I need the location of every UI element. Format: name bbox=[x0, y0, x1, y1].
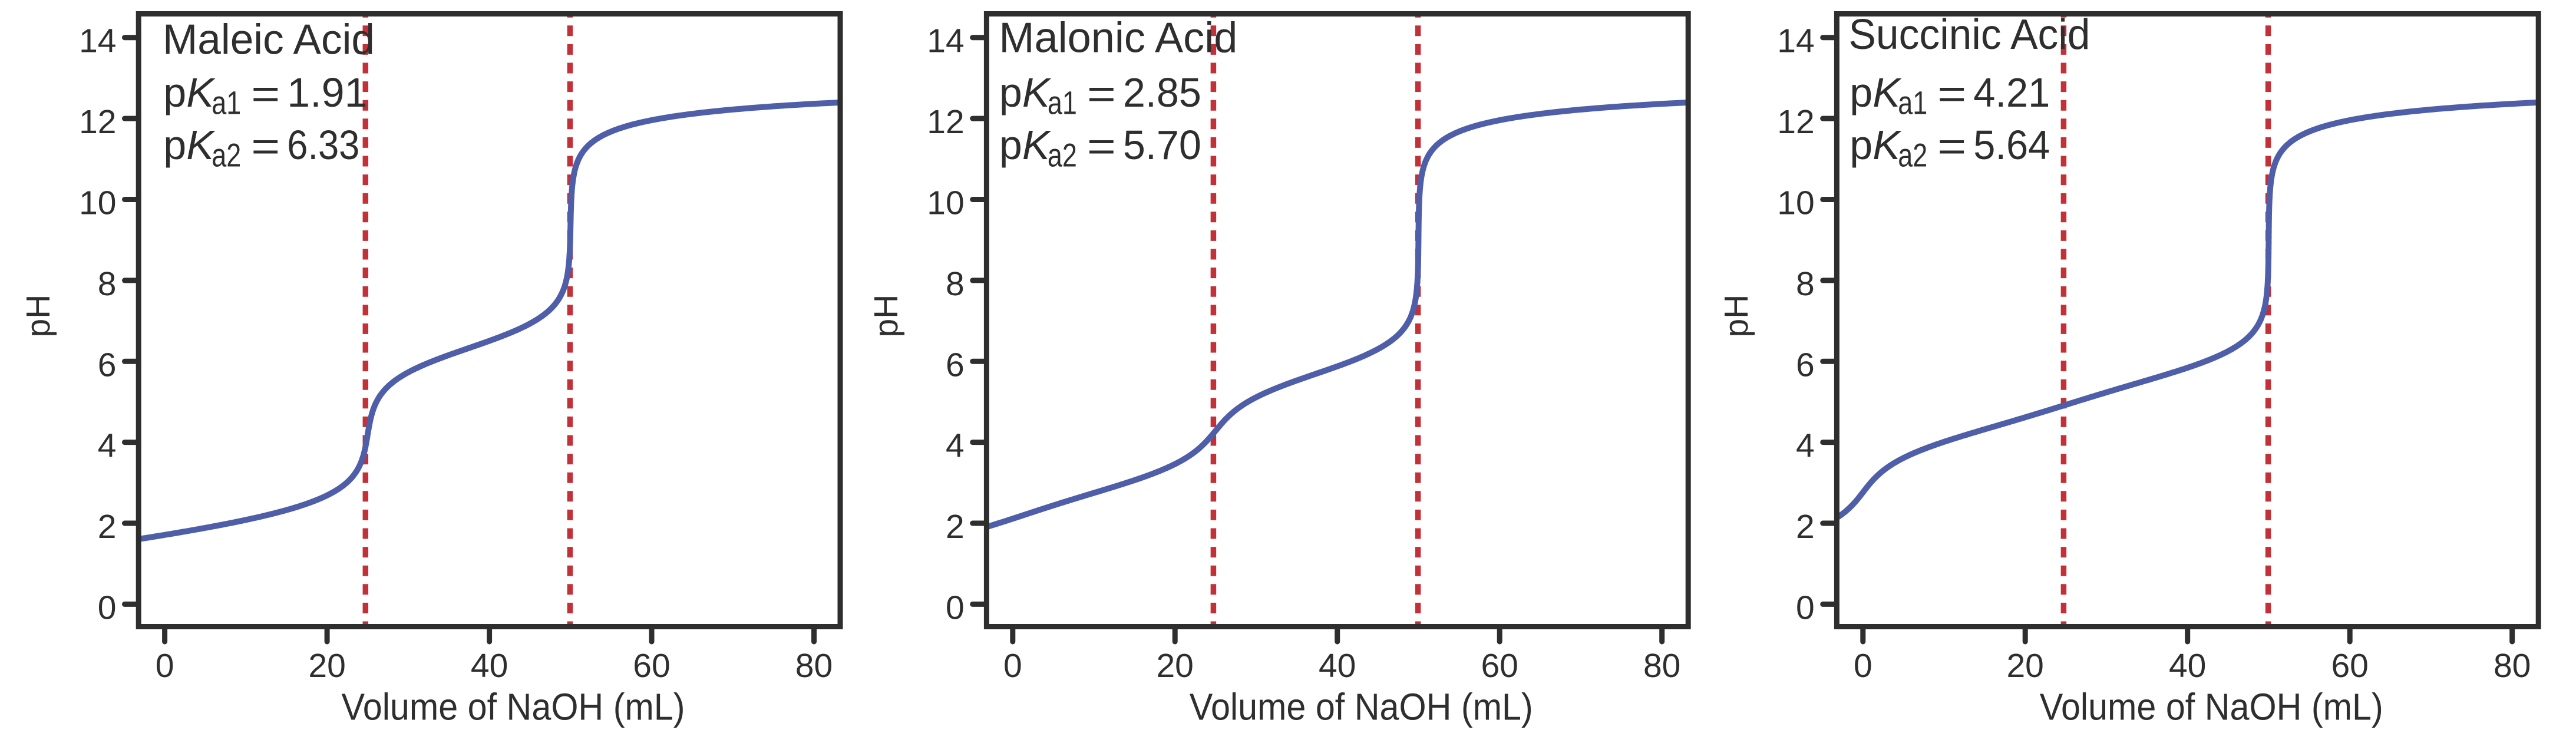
svg-text:20: 20 bbox=[1156, 647, 1193, 685]
svg-text:=: = bbox=[1087, 123, 1116, 169]
svg-text:2.85: 2.85 bbox=[1123, 70, 1201, 115]
svg-text:=: = bbox=[1937, 71, 1966, 117]
svg-text:2: 2 bbox=[946, 508, 965, 546]
svg-text:Maleic Acid: Maleic Acid bbox=[163, 16, 375, 64]
svg-text:2: 2 bbox=[98, 508, 117, 546]
svg-text:a2: a2 bbox=[212, 137, 241, 174]
svg-text:40: 40 bbox=[1319, 647, 1356, 685]
svg-text:Volume of NaOH (mL): Volume of NaOH (mL) bbox=[1190, 686, 1533, 728]
svg-text:p: p bbox=[1850, 70, 1872, 115]
svg-text:K: K bbox=[1022, 122, 1052, 168]
svg-text:20: 20 bbox=[2006, 647, 2043, 685]
svg-text:4: 4 bbox=[1796, 427, 1815, 465]
svg-text:p: p bbox=[999, 122, 1022, 168]
svg-text:K: K bbox=[1872, 70, 1902, 115]
svg-text:60: 60 bbox=[633, 647, 670, 685]
svg-text:60: 60 bbox=[2331, 647, 2368, 685]
svg-text:6: 6 bbox=[946, 346, 965, 384]
svg-text:pH: pH bbox=[1718, 295, 1755, 338]
svg-text:p: p bbox=[1850, 122, 1872, 168]
svg-text:a1: a1 bbox=[212, 84, 241, 121]
svg-text:0: 0 bbox=[156, 647, 174, 685]
svg-text:=: = bbox=[1937, 123, 1966, 169]
svg-text:4: 4 bbox=[98, 427, 117, 465]
svg-text:a2: a2 bbox=[1898, 137, 1927, 174]
svg-text:80: 80 bbox=[1643, 647, 1680, 685]
svg-text:p: p bbox=[163, 122, 186, 168]
svg-text:=: = bbox=[1087, 71, 1116, 117]
svg-text:4.21: 4.21 bbox=[1973, 70, 2050, 115]
svg-text:p: p bbox=[999, 70, 1022, 115]
svg-text:=: = bbox=[251, 71, 280, 117]
svg-text:6: 6 bbox=[98, 346, 117, 384]
svg-text:pH: pH bbox=[19, 295, 57, 338]
svg-text:p: p bbox=[163, 70, 186, 115]
svg-text:10: 10 bbox=[1777, 184, 1814, 222]
svg-text:80: 80 bbox=[795, 647, 833, 685]
svg-text:a2: a2 bbox=[1048, 137, 1077, 174]
svg-text:Volume of NaOH (mL): Volume of NaOH (mL) bbox=[2040, 686, 2383, 728]
svg-text:0: 0 bbox=[946, 589, 965, 626]
svg-text:10: 10 bbox=[79, 184, 116, 222]
svg-text:0: 0 bbox=[1796, 589, 1815, 626]
svg-text:14: 14 bbox=[927, 22, 964, 60]
svg-text:0: 0 bbox=[1854, 647, 1872, 685]
svg-text:8: 8 bbox=[98, 265, 117, 303]
svg-text:60: 60 bbox=[1481, 647, 1518, 685]
svg-text:8: 8 bbox=[946, 265, 965, 303]
svg-text:1.91: 1.91 bbox=[287, 70, 367, 115]
svg-text:6: 6 bbox=[1796, 346, 1815, 384]
svg-text:40: 40 bbox=[2169, 647, 2206, 685]
svg-text:80: 80 bbox=[2494, 647, 2531, 685]
svg-text:5.64: 5.64 bbox=[1973, 122, 2050, 168]
svg-text:Succinic Acid: Succinic Acid bbox=[1849, 11, 2090, 58]
svg-text:K: K bbox=[1872, 122, 1902, 168]
svg-text:5.70: 5.70 bbox=[1123, 122, 1201, 168]
svg-text:4: 4 bbox=[946, 427, 965, 465]
svg-text:=: = bbox=[251, 123, 280, 169]
svg-text:2: 2 bbox=[1796, 508, 1815, 546]
svg-text:a1: a1 bbox=[1048, 84, 1077, 121]
svg-text:14: 14 bbox=[79, 22, 116, 60]
svg-text:0: 0 bbox=[1003, 647, 1022, 685]
svg-text:K: K bbox=[1022, 70, 1052, 115]
svg-text:6.33: 6.33 bbox=[287, 122, 359, 168]
svg-text:0: 0 bbox=[98, 589, 117, 626]
svg-text:K: K bbox=[186, 122, 216, 168]
svg-text:12: 12 bbox=[1777, 103, 1814, 141]
svg-text:a1: a1 bbox=[1898, 84, 1927, 121]
svg-text:Malonic Acid: Malonic Acid bbox=[999, 14, 1237, 61]
svg-text:12: 12 bbox=[79, 103, 116, 141]
svg-text:pH: pH bbox=[867, 295, 905, 338]
svg-text:10: 10 bbox=[927, 184, 964, 222]
svg-text:40: 40 bbox=[471, 647, 508, 685]
svg-text:K: K bbox=[186, 70, 216, 115]
svg-text:12: 12 bbox=[927, 103, 964, 141]
svg-text:Volume of NaOH (mL): Volume of NaOH (mL) bbox=[342, 686, 685, 728]
svg-text:14: 14 bbox=[1777, 22, 1814, 60]
svg-text:8: 8 bbox=[1796, 265, 1815, 303]
svg-text:20: 20 bbox=[308, 647, 345, 685]
